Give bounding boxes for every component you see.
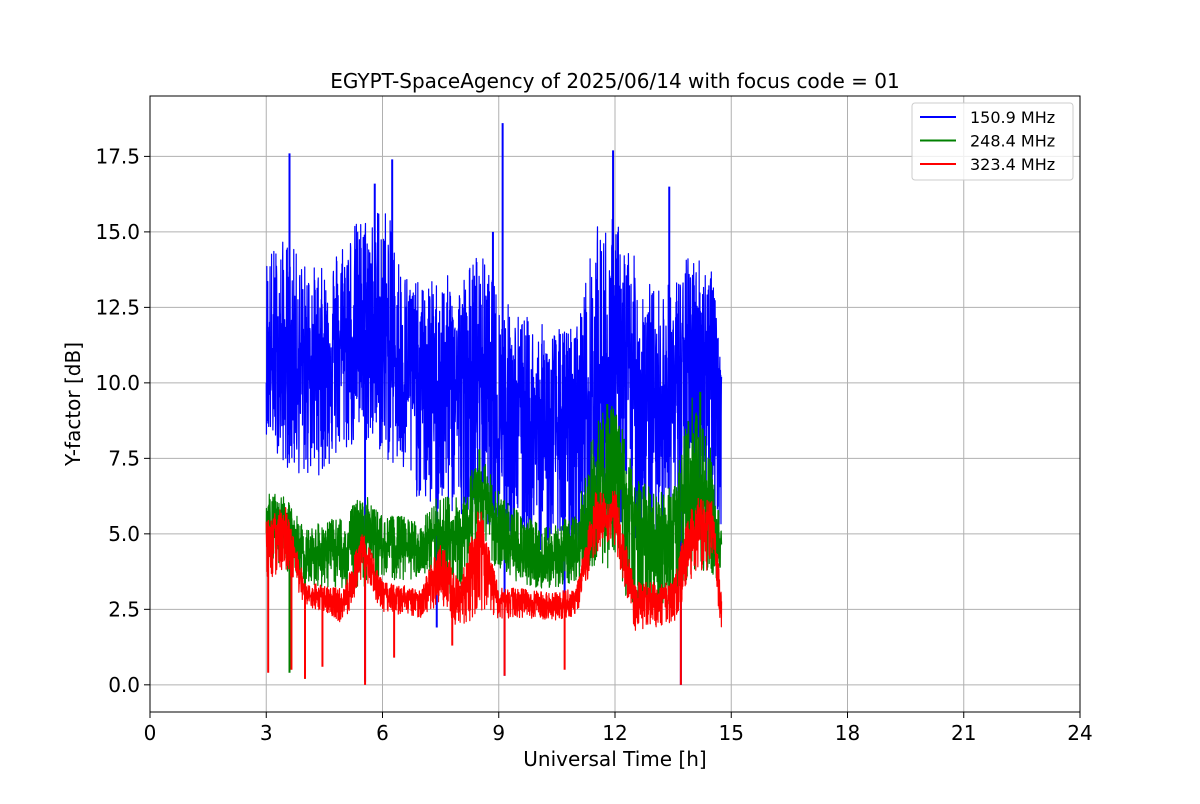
x-tick-label: 21 [951, 721, 976, 745]
legend-label: 323.4 MHz [970, 155, 1055, 174]
legend: 150.9 MHz 248.4 MHz 323.4 MHz [911, 102, 1074, 181]
y-tick-label: 10.0 [95, 371, 140, 395]
x-axis-label: Universal Time [h] [523, 747, 706, 771]
legend-label: 248.4 MHz [970, 132, 1055, 151]
x-tick-label: 6 [376, 721, 389, 745]
y-tick-label: 2.5 [108, 597, 140, 621]
x-tick-label: 15 [719, 721, 744, 745]
x-tick-label: 18 [835, 721, 860, 745]
x-tick-label: 24 [1067, 721, 1092, 745]
x-tick-label: 3 [260, 721, 273, 745]
series-trace [265, 490, 723, 631]
y-tick-label: 7.5 [108, 446, 140, 470]
y-tick-label: 15.0 [95, 220, 140, 244]
series-trace [265, 397, 723, 613]
y-tick-label: 0.0 [108, 673, 140, 697]
x-tick-label: 9 [492, 721, 505, 745]
y-tick-label: 17.5 [95, 144, 140, 168]
y-tick-label: 12.5 [95, 295, 140, 319]
x-tick-label: 0 [144, 721, 157, 745]
y-axis-label: Y-factor [dB] [61, 342, 85, 467]
legend-box [911, 102, 1074, 181]
series-line [265, 490, 723, 685]
legend-label: 150.9 MHz [970, 108, 1055, 127]
chart-title: EGYPT-SpaceAgency of 2025/06/14 with foc… [330, 69, 899, 93]
ticks: 0 3 6 9 12 15 18 21 24 0.0 2.5 5.0 7.5 10.0 12.5 15.0 17… [95, 144, 1092, 745]
series-layer [265, 123, 723, 685]
x-tick-label: 12 [602, 721, 627, 745]
y-tick-label: 5.0 [108, 522, 140, 546]
